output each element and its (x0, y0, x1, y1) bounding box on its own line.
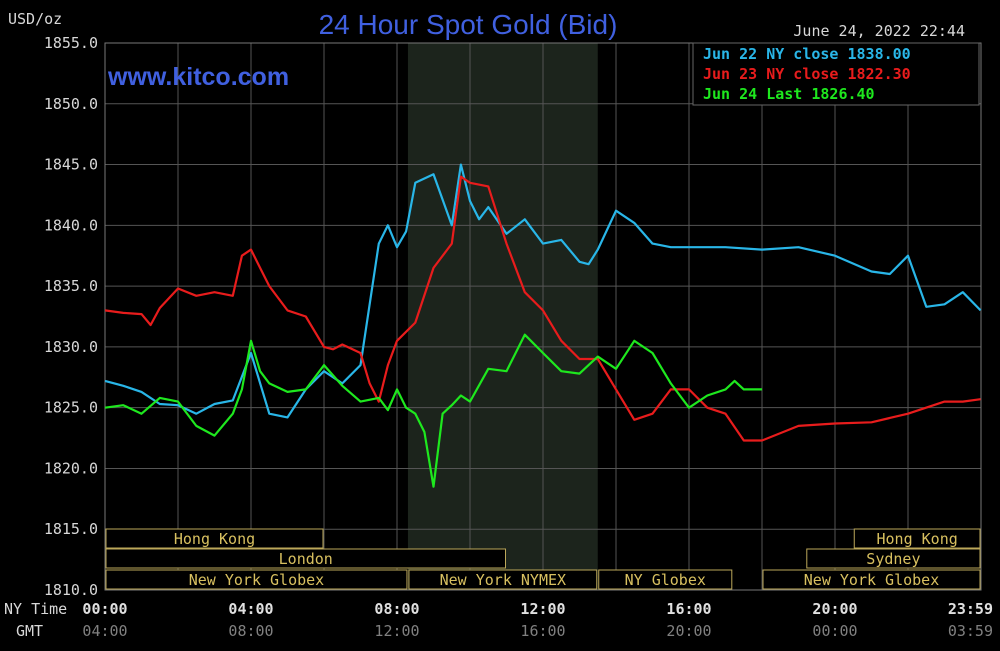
session-bar (105, 528, 324, 549)
x-axis-label-gmt: GMT (16, 622, 43, 640)
legend-entry-jun22: Jun 22 NY close 1838.00 (703, 45, 911, 63)
x-tick-label-gmt: 08:00 (228, 622, 273, 640)
y-tick-label: 1850.0 (44, 95, 98, 113)
y-tick-label: 1835.0 (44, 277, 98, 295)
x-tick-label-ny: 00:00 (82, 600, 127, 618)
x-tick-label-ny: 16:00 (666, 600, 711, 618)
session-label: London (279, 550, 333, 568)
price-series-lines (104, 163, 982, 488)
session-label: New York Globex (189, 571, 324, 589)
y-tick-label: 1830.0 (44, 338, 98, 356)
y-tick-label: 1820.0 (44, 459, 98, 477)
session-bar (598, 569, 733, 590)
session-label: New York Globex (804, 571, 939, 589)
legend-entry-jun24: Jun 24 Last 1826.40 (703, 85, 875, 103)
legend-entry-jun23: Jun 23 NY close 1822.30 (703, 65, 911, 83)
nymex-session-shading (407, 43, 598, 590)
session-bar (105, 569, 408, 590)
session-bar (105, 548, 506, 569)
y-tick-label: 1810.0 (44, 581, 98, 599)
x-tick-label-ny: 04:00 (228, 600, 273, 618)
x-axis-tick-labels: 00:00 04:00 08:00 12:00 16:00 20:00 23:59 04:00… (82, 600, 993, 640)
session-label: NY Globex (625, 571, 706, 589)
session-label: New York NYMEX (440, 571, 566, 589)
session-bar (806, 548, 981, 569)
x-tick-label-ny: 23:59 (948, 600, 993, 618)
y-axis-label: USD/oz (8, 10, 62, 28)
y-tick-label: 1855.0 (44, 34, 98, 52)
plot-frame (104, 42, 982, 591)
x-tick-label-gmt: 00:00 (812, 622, 857, 640)
session-bar (762, 569, 981, 590)
x-tick-label-gmt: 04:00 (82, 622, 127, 640)
x-tick-label-ny: 12:00 (520, 600, 565, 618)
series-line-0 (104, 163, 982, 419)
session-bar (853, 528, 981, 549)
y-tick-label: 1825.0 (44, 399, 98, 417)
x-tick-label-ny: 20:00 (812, 600, 857, 618)
y-axis-tick-labels: 1855.0 1850.0 1845.0 1840.0 1835.0 1830.0 1825… (44, 34, 98, 599)
watermark: www.kitco.com (107, 63, 289, 91)
trading-session-bars: Hong Kong Hong Kong London Sydney New York G… (105, 528, 981, 590)
chart-timestamp: June 24, 2022 22:44 (793, 22, 965, 40)
y-tick-label: 1845.0 (44, 156, 98, 174)
series-line-2 (104, 333, 762, 488)
y-tick-label: 1815.0 (44, 520, 98, 538)
legend-box (692, 42, 980, 106)
y-tick-label: 1840.0 (44, 216, 98, 234)
chart-title: 24 Hour Spot Gold (Bid) (319, 9, 618, 40)
session-label: Sydney (866, 550, 920, 568)
x-tick-label-gmt: 12:00 (374, 622, 419, 640)
x-tick-label-gmt: 20:00 (666, 622, 711, 640)
x-tick-label-gmt: 03:59 (948, 622, 993, 640)
x-axis-label-ny: NY Time (4, 600, 67, 618)
series-line-1 (104, 175, 981, 442)
x-tick-label-ny: 08:00 (374, 600, 419, 618)
session-bar (408, 569, 598, 590)
x-tick-label-gmt: 16:00 (520, 622, 565, 640)
session-label: Hong Kong (876, 530, 957, 548)
session-label: Hong Kong (174, 530, 255, 548)
